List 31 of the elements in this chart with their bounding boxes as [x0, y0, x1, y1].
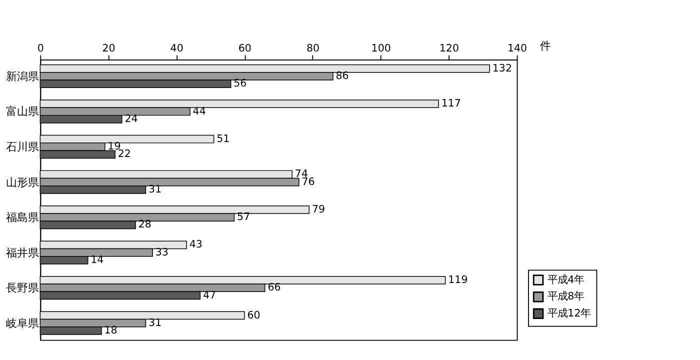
y-tick-label: 石川県 [6, 140, 39, 154]
x-tick-label: 20 [102, 42, 116, 55]
x-tick-label: 40 [170, 42, 184, 55]
data-label: 119 [448, 274, 468, 286]
x-tick-label: 60 [238, 42, 252, 55]
x-axis-title: 件 [540, 40, 551, 53]
x-tick-label: 140 [507, 42, 528, 55]
y-tick-label: 長野県 [6, 282, 39, 295]
y-tick-label: 山形県 [6, 176, 39, 189]
data-label: 60 [247, 309, 260, 322]
x-tick-label: 80 [306, 42, 320, 55]
x-tick-label: 120 [439, 42, 460, 55]
data-label: 132 [492, 62, 512, 74]
y-tick-label: 新潟県 [6, 70, 39, 83]
x-tick-label: 0 [37, 42, 44, 55]
data-label: 117 [441, 98, 461, 110]
data-label: 57 [237, 211, 250, 224]
legend-label: 平成8年 [548, 290, 584, 303]
x-tick-label: 100 [371, 42, 391, 55]
data-label: 51 [216, 132, 230, 145]
y-tick-label: 岐阜県 [6, 316, 39, 330]
data-label: 28 [138, 218, 152, 231]
data-label: 79 [312, 203, 326, 216]
data-label: 56 [234, 78, 247, 90]
legend-label: 平成12年 [548, 307, 591, 320]
y-tick-label: 富山県 [6, 105, 39, 118]
data-label: 43 [189, 238, 202, 251]
y-tick-label: 福井県 [6, 246, 39, 260]
data-label: 66 [268, 282, 281, 294]
y-tick-label: 福島県 [6, 211, 39, 224]
legend-label: 平成4年 [548, 274, 584, 286]
